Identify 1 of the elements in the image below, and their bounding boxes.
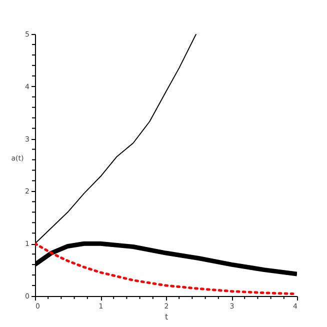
x-axis-title: t — [164, 312, 168, 322]
